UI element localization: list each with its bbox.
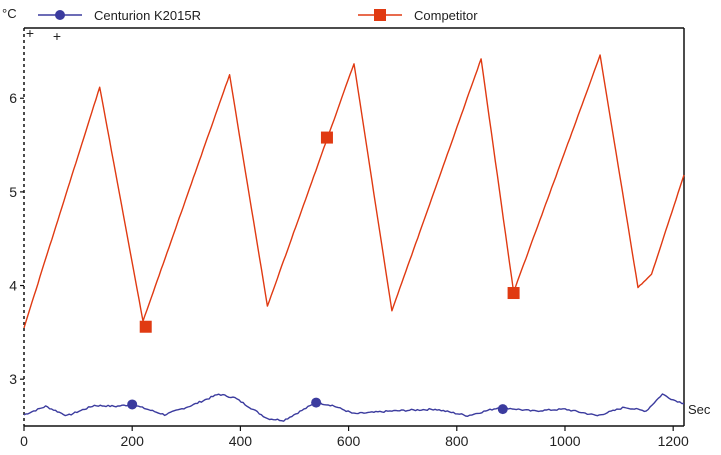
x-tick-label: 1000	[549, 433, 580, 449]
legend-marker	[374, 9, 386, 21]
data-point-marker	[139, 320, 152, 333]
data-point-marker	[320, 131, 333, 144]
data-point-marker	[507, 287, 520, 300]
axes: + +	[20, 25, 685, 431]
axis-labels: 0 200 400 600 800 1000 1200 3 4 5 6 °C Sec	[2, 6, 711, 449]
x-tick-label: 400	[229, 433, 253, 449]
y-tick-label: 3	[9, 371, 17, 387]
x-tick-label: 0	[20, 433, 28, 449]
cursor-marker: +	[53, 28, 61, 44]
series-line-centurion	[23, 393, 684, 422]
series-line-competitor	[23, 54, 685, 329]
y-tick-label: 5	[9, 184, 17, 200]
cursor-marker: +	[26, 25, 34, 41]
x-unit-label: Sec	[688, 402, 711, 417]
x-tick-label: 200	[121, 433, 145, 449]
legend: Centurion K2015R Competitor	[38, 8, 478, 23]
legend-marker	[55, 10, 65, 20]
x-tick-label: 1200	[658, 433, 689, 449]
data-point-marker	[127, 399, 138, 410]
legend-label: Competitor	[414, 8, 478, 23]
y-unit-label: °C	[2, 6, 17, 21]
series-layer	[23, 54, 685, 422]
data-point-marker	[497, 404, 508, 415]
data-point-marker	[311, 397, 322, 408]
y-tick-label: 4	[9, 278, 17, 294]
legend-label: Centurion K2015R	[94, 8, 201, 23]
x-tick-label: 600	[337, 433, 361, 449]
y-tick-label: 6	[9, 90, 17, 106]
x-tick-label: 800	[445, 433, 469, 449]
